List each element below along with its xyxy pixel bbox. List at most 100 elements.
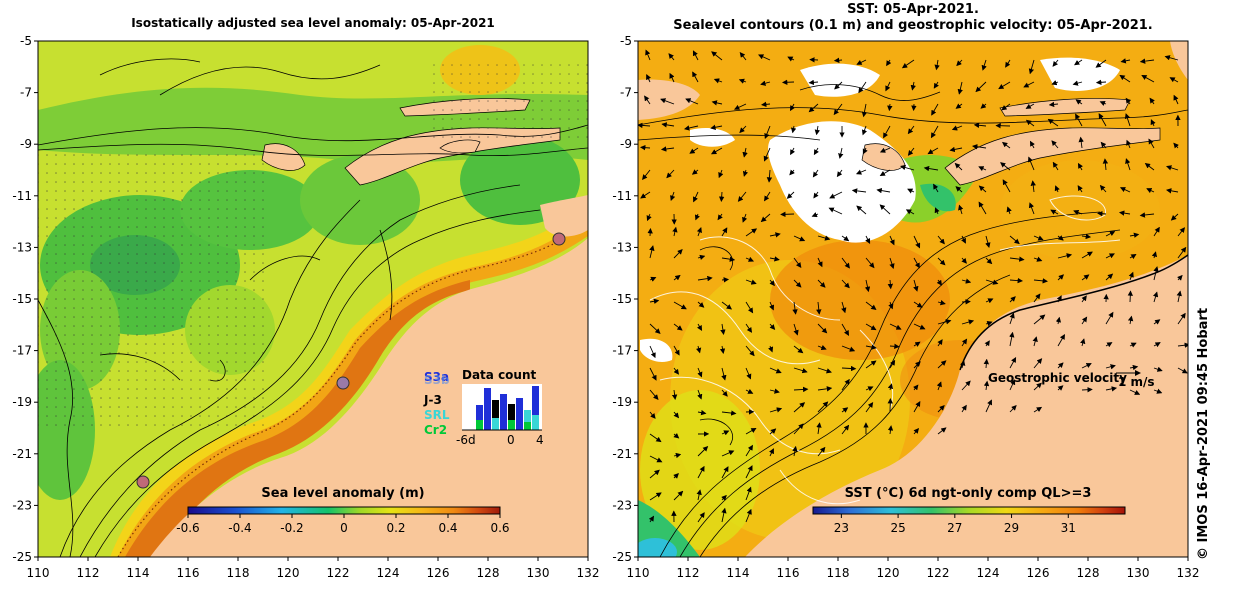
velocity-arrow	[673, 249, 683, 259]
velocity-arrow	[764, 125, 771, 139]
velocity-arrow	[696, 227, 702, 237]
velocity-arrow	[923, 165, 939, 172]
velocity-arrow	[684, 125, 699, 131]
velocity-arrow	[668, 53, 675, 61]
velocity-arrow	[1081, 274, 1090, 281]
velocity-arrow	[888, 301, 894, 310]
velocity-arrow	[692, 50, 699, 61]
velocity-arrow	[937, 235, 945, 245]
velocity-arrow	[745, 444, 753, 457]
velocity-arrow	[937, 405, 945, 413]
velocity-arrow	[934, 59, 940, 71]
velocity-arrow	[660, 146, 675, 152]
lon-tick-left: 118	[227, 566, 250, 580]
velocity-arrow	[1009, 356, 1017, 369]
velocity-arrow	[961, 235, 966, 244]
velocity-arrow	[1105, 386, 1118, 392]
velocity-arrow	[1047, 118, 1059, 127]
sla-map	[38, 41, 588, 557]
velocity-arrow	[1128, 271, 1134, 281]
velocity-arrow	[1126, 139, 1132, 149]
velocity-arrow	[1129, 389, 1141, 395]
velocity-arrow	[1100, 141, 1107, 149]
lon-tick-left: 114	[127, 566, 150, 580]
velocity-arrow	[644, 95, 651, 105]
velocity-arrow	[1097, 211, 1107, 217]
velocity-arrow	[745, 301, 754, 314]
velocity-arrow	[697, 465, 705, 479]
sst-colorbar: SST (°C) 6d ngt-only comp QL>=3 23 25 27 29…	[812, 486, 1126, 535]
velocity-arrow	[841, 235, 850, 242]
sla-colorbar-tick: 0.6	[490, 521, 509, 535]
velocity-arrow	[856, 59, 867, 65]
velocity-arrow	[913, 301, 923, 308]
lat-tick-left: -23	[12, 498, 32, 512]
velocity-arrow	[937, 319, 952, 325]
dc-xtick-2: 4	[536, 433, 544, 447]
sla-colorbar-tick: 0.2	[386, 521, 405, 535]
velocity-arrow	[672, 226, 678, 237]
velocity-arrow	[769, 428, 777, 435]
velocity-arrow	[711, 100, 723, 106]
velocity-arrow	[1072, 80, 1083, 86]
velocity-arrow	[738, 78, 747, 84]
velocity-arrow	[787, 56, 795, 62]
velocity-arrow	[685, 98, 699, 105]
velocity-arrow	[1153, 342, 1161, 348]
velocity-arrow	[1032, 336, 1038, 347]
velocity-arrow	[649, 367, 657, 381]
velocity-arrow	[649, 245, 655, 259]
velocity-arrow	[841, 279, 850, 289]
velocity-arrow	[769, 232, 781, 238]
velocity-arrow	[1051, 140, 1059, 149]
velocity-arrow	[1081, 316, 1088, 325]
velocity-arrow	[696, 489, 702, 501]
velocity-arrow	[936, 381, 942, 391]
velocity-arrow	[1153, 366, 1163, 372]
velocity-arrow	[1006, 206, 1012, 215]
lon-tick-left: 130	[527, 566, 550, 580]
lat-tick-right: -17	[612, 344, 632, 358]
velocity-arrow	[673, 432, 680, 439]
velocity-arrow	[734, 103, 747, 110]
data-count-title: Data count	[462, 368, 537, 382]
sat-srl: SRL	[424, 408, 450, 422]
velocity-arrow	[1119, 187, 1131, 193]
velocity-arrow	[817, 323, 828, 334]
velocity-arrow	[697, 301, 705, 308]
velocity-arrow	[1125, 158, 1131, 171]
velocity-arrow	[697, 409, 707, 416]
right-panel-title: SST: 05-Apr-2021. Sealevel contours (0.1…	[638, 2, 1188, 34]
velocity-arrow	[961, 278, 972, 284]
velocity-arrow	[1077, 162, 1083, 171]
velocity-arrow	[885, 81, 891, 92]
velocity-arrow	[1177, 274, 1183, 281]
velocity-arrow	[985, 279, 999, 285]
velocity-arrow	[1164, 55, 1179, 61]
velocity-arrow	[887, 279, 894, 290]
velocity-arrow	[1149, 97, 1155, 105]
velocity-arrow	[816, 301, 822, 315]
velocity-arrow	[697, 445, 709, 457]
velocity-arrow	[793, 345, 804, 354]
lon-tick-right: 128	[1077, 566, 1100, 580]
velocity-arrow	[769, 301, 775, 311]
velocity-arrow	[887, 103, 893, 112]
velocity-arrow	[933, 81, 939, 89]
velocity-arrow	[889, 257, 895, 270]
velocity-arrow	[961, 338, 968, 347]
velocity-arrow	[1153, 226, 1160, 237]
velocity-arrow	[998, 81, 1011, 90]
velocity-arrow	[981, 59, 987, 71]
velocity-arrow	[1153, 388, 1163, 394]
sst-colorbar-tick: 27	[947, 521, 962, 535]
velocity-arrow	[1081, 251, 1093, 259]
velocity-arrow	[1000, 162, 1011, 171]
velocity-arrow	[886, 59, 892, 67]
velocity-arrow	[817, 279, 826, 288]
velocity-arrow	[745, 228, 758, 237]
velocity-arrow	[841, 323, 850, 336]
velocity-arrow	[956, 59, 963, 67]
velocity-arrow	[1028, 59, 1035, 75]
velocity-arrow	[1177, 342, 1188, 348]
